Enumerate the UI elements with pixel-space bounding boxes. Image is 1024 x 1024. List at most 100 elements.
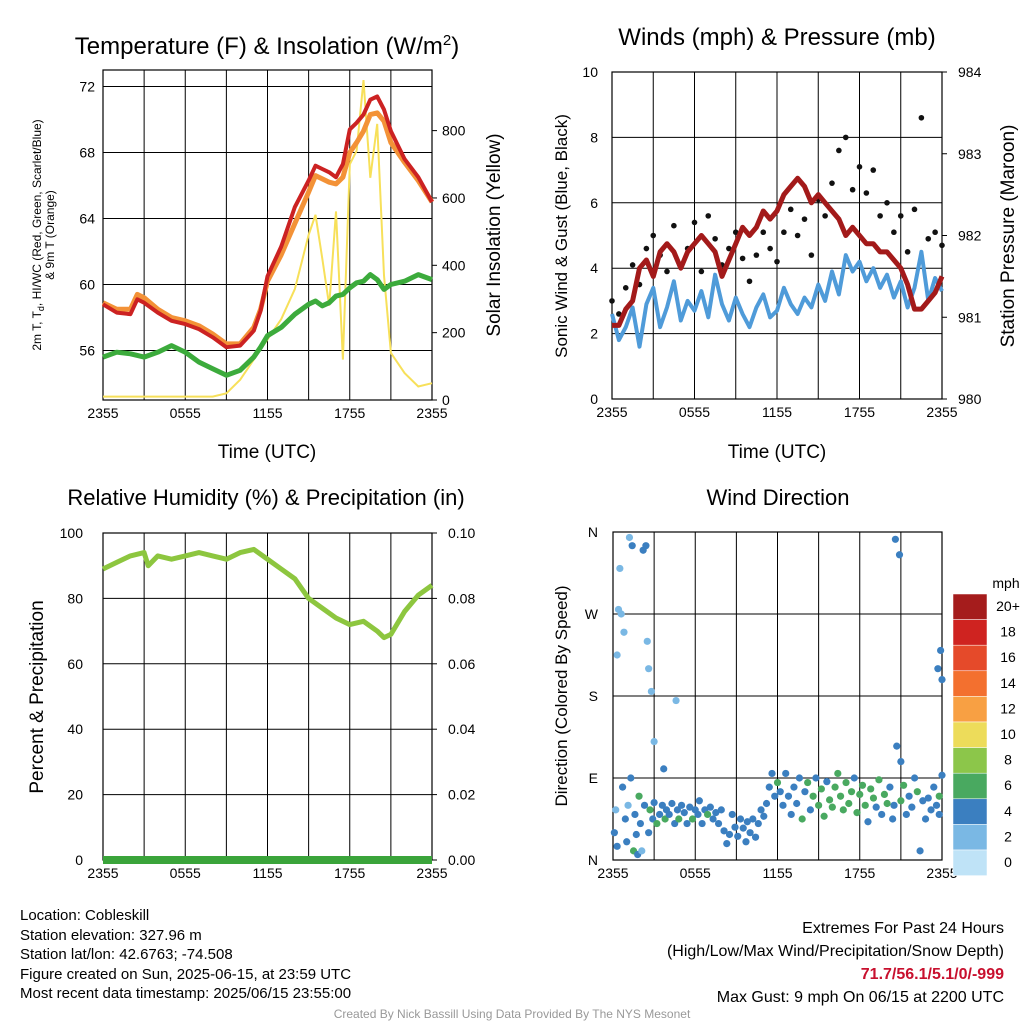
direction-point bbox=[842, 778, 850, 787]
y-axis-label: 2m T, Td, HI/WC (Red, Green, Scarlet/Blu… bbox=[30, 119, 46, 350]
gust-point bbox=[891, 229, 897, 236]
direction-point bbox=[812, 774, 820, 782]
temp-9m-line bbox=[101, 110, 435, 347]
direction-point bbox=[869, 794, 878, 802]
direction-point bbox=[905, 792, 913, 800]
gust-point bbox=[753, 252, 760, 258]
temp-2m-line bbox=[101, 94, 434, 350]
gust-point bbox=[842, 134, 849, 141]
direction-point bbox=[897, 797, 905, 805]
direction-point bbox=[617, 610, 625, 618]
direction-point bbox=[645, 829, 653, 837]
y-tick-label: 4 bbox=[590, 260, 598, 276]
direction-point bbox=[757, 806, 765, 814]
direction-point bbox=[779, 801, 787, 809]
gust-point bbox=[616, 311, 622, 317]
colorbar-swatch bbox=[952, 849, 988, 876]
y-tick-label: 68 bbox=[79, 145, 95, 161]
direction-point bbox=[620, 628, 628, 636]
direction-point bbox=[768, 769, 776, 778]
x-tick-label: 0555 bbox=[170, 405, 201, 421]
colorbar-label: 20+ bbox=[996, 598, 1020, 614]
y-tick-label: 64 bbox=[79, 211, 95, 227]
direction-point bbox=[613, 651, 621, 659]
x-tick-label: 0555 bbox=[680, 865, 711, 881]
extremes-subtitle: (High/Low/Max Wind/Precipitation/Snow De… bbox=[666, 943, 1004, 960]
direction-point bbox=[828, 803, 836, 811]
y-tick-label: 0 bbox=[75, 852, 83, 868]
y-tick-label: 20 bbox=[67, 787, 83, 803]
gust-point bbox=[691, 219, 698, 226]
colorbar-label: 4 bbox=[1004, 803, 1012, 819]
y-axis-label-line1: 2m T, T bbox=[30, 310, 44, 350]
direction-point bbox=[910, 774, 919, 782]
direction-point bbox=[784, 792, 793, 800]
gust-point bbox=[794, 232, 801, 239]
x-tick-label: 1755 bbox=[844, 404, 875, 420]
direction-point bbox=[890, 801, 898, 809]
direction-point bbox=[695, 797, 703, 805]
direction-point bbox=[930, 783, 938, 791]
direction-point bbox=[856, 790, 864, 799]
y-tick-label: 6 bbox=[590, 195, 598, 211]
gust-point bbox=[897, 213, 904, 219]
gust-point bbox=[849, 186, 856, 193]
gust-point bbox=[870, 167, 877, 173]
direction-point bbox=[762, 799, 771, 808]
direction-point bbox=[672, 696, 680, 705]
y-tick-label: E bbox=[589, 770, 598, 786]
y2-tick-label: 0.00 bbox=[448, 852, 475, 868]
direction-point bbox=[714, 819, 723, 828]
direction-point bbox=[638, 847, 646, 855]
direction-point bbox=[845, 799, 853, 808]
direction-point bbox=[621, 815, 629, 823]
direction-point bbox=[927, 806, 935, 814]
chart-title: Relative Humidity (%) & Precipitation (i… bbox=[67, 485, 464, 510]
y-tick-label: 56 bbox=[79, 343, 95, 359]
direction-point bbox=[867, 785, 875, 793]
direction-point bbox=[677, 801, 686, 809]
y-tick-label: W bbox=[585, 606, 599, 622]
direction-point bbox=[632, 830, 640, 839]
direction-point bbox=[798, 815, 806, 823]
y-tick-label: S bbox=[589, 688, 598, 704]
direction-point bbox=[736, 815, 745, 823]
x-axis-label: Time (UTC) bbox=[218, 442, 317, 463]
direction-point bbox=[935, 810, 943, 819]
colorbar-label: 0 bbox=[1004, 854, 1012, 870]
direction-point bbox=[647, 687, 655, 696]
colorbar-swatch bbox=[952, 772, 988, 800]
direction-point bbox=[834, 769, 842, 778]
direction-point bbox=[850, 774, 858, 782]
gust-point bbox=[664, 268, 670, 275]
direction-point bbox=[787, 810, 795, 819]
x-tick-label: 1155 bbox=[252, 865, 282, 881]
x-tick-label: 2355 bbox=[87, 405, 118, 421]
direction-point bbox=[938, 771, 946, 779]
direction-point bbox=[919, 797, 927, 805]
colorbar-swatch bbox=[952, 747, 988, 774]
direction-point bbox=[683, 819, 691, 828]
x-tick-label: 1755 bbox=[334, 865, 365, 881]
y2-tick-label: 980 bbox=[958, 391, 982, 407]
direction-point bbox=[782, 769, 790, 778]
direction-point bbox=[680, 809, 688, 817]
station-info: Location: Cobleskill Station elevation: … bbox=[20, 906, 351, 1004]
gust-point bbox=[877, 213, 883, 219]
y-tick-label: N bbox=[588, 852, 598, 868]
direction-point bbox=[613, 842, 621, 850]
gust-point bbox=[622, 285, 629, 291]
gust-point bbox=[671, 222, 677, 229]
direction-point bbox=[937, 646, 945, 655]
direction-point bbox=[938, 676, 946, 684]
direction-point bbox=[616, 564, 624, 573]
direction-point bbox=[656, 810, 664, 819]
direction-point bbox=[623, 838, 631, 846]
direction-point bbox=[839, 806, 847, 814]
direction-point bbox=[806, 806, 815, 814]
direction-point bbox=[636, 819, 645, 828]
x-tick-label: 1155 bbox=[762, 865, 792, 881]
y2-tick-label: 981 bbox=[958, 309, 982, 325]
y-axis-label-subscript: d bbox=[36, 306, 46, 311]
